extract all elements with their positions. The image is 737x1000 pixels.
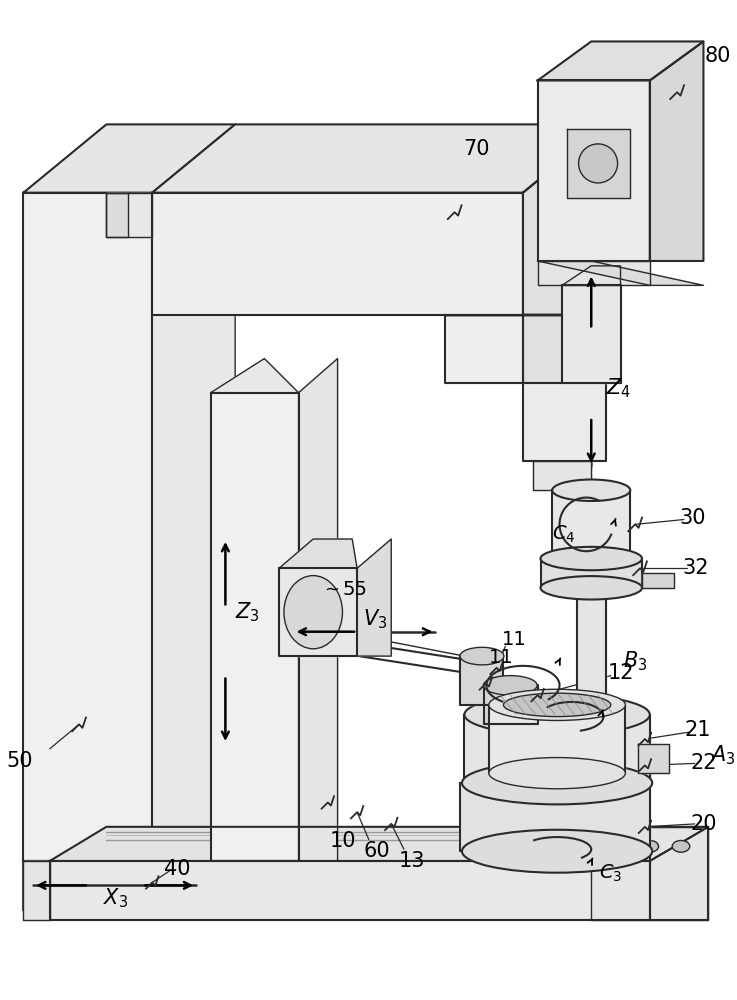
Ellipse shape [464,694,650,735]
Polygon shape [460,783,650,851]
Polygon shape [537,80,650,261]
Ellipse shape [552,548,630,569]
Ellipse shape [483,676,537,695]
Polygon shape [153,124,606,193]
Polygon shape [642,573,674,588]
Polygon shape [562,266,621,285]
Ellipse shape [540,576,642,600]
Text: 55: 55 [343,580,368,599]
Polygon shape [153,193,523,315]
Text: $Z_4$: $Z_4$ [606,376,631,400]
Text: 30: 30 [680,508,706,528]
Polygon shape [24,861,572,910]
Text: 12: 12 [607,663,634,683]
Ellipse shape [641,840,659,852]
Ellipse shape [612,840,629,852]
Text: $Z_3$: $Z_3$ [235,600,260,624]
Polygon shape [537,41,703,80]
Text: 13: 13 [399,851,425,871]
Ellipse shape [460,647,504,665]
Polygon shape [576,588,606,715]
Polygon shape [540,559,642,588]
Text: $B_3$: $B_3$ [623,649,647,673]
Polygon shape [24,193,153,861]
Polygon shape [24,861,50,920]
Polygon shape [650,827,708,920]
Text: 40: 40 [164,859,191,879]
Polygon shape [211,359,298,393]
Polygon shape [523,315,606,383]
Polygon shape [298,359,338,861]
Text: ~: ~ [324,581,339,599]
Polygon shape [537,261,703,285]
Text: $X_3$: $X_3$ [102,886,128,910]
Polygon shape [460,656,503,705]
Text: 22: 22 [690,753,716,773]
Polygon shape [523,383,606,461]
Text: $C_4$: $C_4$ [552,523,576,545]
Text: $V_3$: $V_3$ [363,607,387,631]
Polygon shape [591,827,708,920]
Polygon shape [523,124,606,315]
Text: 11: 11 [502,630,526,649]
Text: 80: 80 [705,46,731,66]
Polygon shape [279,568,357,656]
Ellipse shape [552,480,630,501]
Polygon shape [106,193,153,237]
Ellipse shape [464,762,650,803]
Polygon shape [489,705,626,773]
Polygon shape [357,539,391,656]
Polygon shape [650,41,703,261]
Polygon shape [484,685,537,724]
Polygon shape [24,124,235,193]
Polygon shape [650,827,708,861]
Ellipse shape [462,761,652,804]
Text: 70: 70 [463,139,489,159]
Polygon shape [211,393,298,861]
Polygon shape [24,861,572,910]
Polygon shape [106,193,128,237]
Polygon shape [533,461,591,490]
Ellipse shape [540,547,642,570]
Polygon shape [537,261,650,285]
Ellipse shape [672,840,690,852]
Text: $A_3$: $A_3$ [710,744,736,767]
Polygon shape [638,744,669,773]
Ellipse shape [489,689,626,720]
Polygon shape [562,285,621,383]
Polygon shape [279,539,357,568]
Text: 11: 11 [489,648,514,667]
Polygon shape [50,827,708,861]
Text: 50: 50 [7,751,33,771]
Text: 32: 32 [682,558,709,578]
Text: 20: 20 [690,814,716,834]
Polygon shape [445,315,523,383]
Polygon shape [464,715,650,783]
Polygon shape [50,861,650,920]
Text: 60: 60 [363,841,390,861]
Ellipse shape [489,758,626,789]
Ellipse shape [579,144,618,183]
Ellipse shape [462,830,652,873]
Polygon shape [153,124,235,861]
Ellipse shape [503,693,611,717]
Text: 21: 21 [685,720,710,740]
Polygon shape [552,490,630,559]
Polygon shape [567,129,630,198]
Text: $C_3$: $C_3$ [599,863,622,884]
Ellipse shape [284,576,343,649]
Text: 10: 10 [329,831,356,851]
